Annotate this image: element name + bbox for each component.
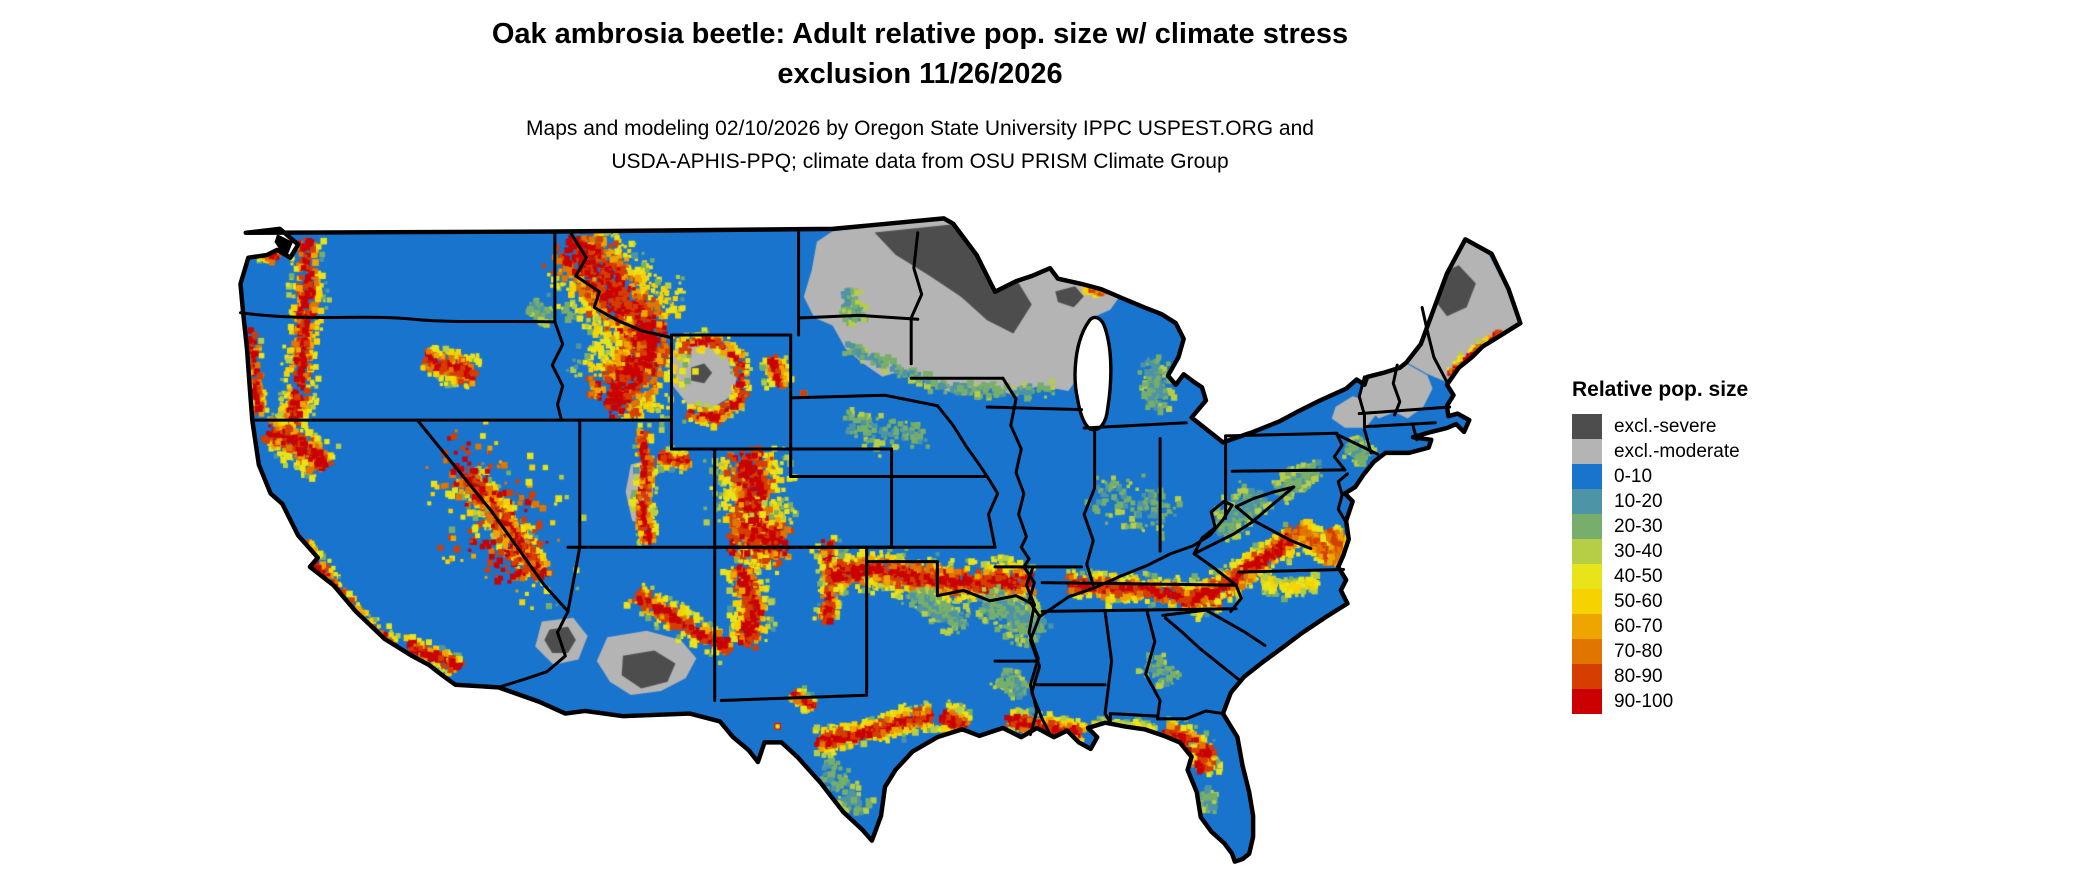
state-border <box>1040 581 1238 587</box>
legend-swatch <box>1572 464 1602 489</box>
legend-swatch <box>1572 514 1602 539</box>
legend-item-label: excl.-moderate <box>1614 440 1740 462</box>
state-border <box>1234 485 1296 509</box>
state-border <box>1082 430 1097 587</box>
legend-item: 40-50 <box>1572 564 1832 589</box>
state-border <box>1028 615 1052 737</box>
legend-swatch <box>1572 664 1602 689</box>
legend-item-label: 20-30 <box>1614 515 1663 537</box>
state-border <box>1391 363 1402 417</box>
state-border <box>1234 505 1313 551</box>
state-border <box>1230 468 1347 473</box>
state-border <box>1038 503 1234 619</box>
legend-swatch <box>1572 489 1602 514</box>
state-border <box>935 588 1036 607</box>
state-border <box>1024 565 1036 607</box>
legend-item: 90-100 <box>1572 689 1832 714</box>
subtitle-line-1: Maps and modeling 02/10/2026 by Oregon S… <box>526 117 1314 140</box>
state-border <box>1108 712 1159 718</box>
legend-swatch <box>1572 414 1602 439</box>
legend-swatch <box>1572 639 1602 664</box>
legend-item: 80-90 <box>1572 664 1832 689</box>
us-outline <box>238 216 1523 864</box>
legend-item: 70-80 <box>1572 639 1832 664</box>
legend-item-label: 0-10 <box>1614 465 1653 487</box>
state-border <box>1192 552 1238 587</box>
legend-item: 20-30 <box>1572 514 1832 539</box>
puget-sound <box>274 234 293 256</box>
legend-title: Relative pop. size <box>1572 378 1749 401</box>
legend-item: 60-70 <box>1572 614 1832 639</box>
map-overlay <box>238 216 1523 864</box>
state-border <box>569 231 673 340</box>
legend-item-label: 10-20 <box>1614 490 1663 512</box>
state-border <box>1163 616 1241 682</box>
lake-michigan <box>1073 315 1113 432</box>
legend-item-label: 90-100 <box>1614 690 1674 712</box>
state-border <box>909 231 924 320</box>
state-border <box>1027 603 1040 737</box>
state-border <box>1357 405 1452 416</box>
legend-item-label: 80-90 <box>1614 665 1663 687</box>
legend-swatch <box>1572 439 1602 464</box>
state-border <box>1144 609 1162 721</box>
state-border <box>1336 493 1348 524</box>
state-border <box>935 404 989 478</box>
legend: Relative pop. size excl.-severe excl.-mod… <box>1572 378 1832 714</box>
legend-item: 0-10 <box>1572 464 1832 489</box>
legend-item: 30-40 <box>1572 539 1832 564</box>
state-border <box>985 405 1084 412</box>
state-border <box>719 693 869 702</box>
state-border <box>985 474 1000 549</box>
state-border <box>1103 609 1114 725</box>
legend-item-label: 60-70 <box>1614 615 1663 637</box>
legend-item-label: 70-80 <box>1614 640 1663 662</box>
state-border <box>1336 472 1349 497</box>
state-border <box>1229 583 1243 613</box>
legend-swatch <box>1572 689 1602 714</box>
state-border <box>1001 376 1028 549</box>
state-border <box>1082 421 1188 430</box>
state-border <box>550 320 565 422</box>
page-title: Oak ambrosia beetle: Adult relative pop.… <box>250 14 1590 94</box>
map-raster <box>230 150 1540 892</box>
legend-item: excl.-severe <box>1572 414 1832 439</box>
state-border <box>238 311 557 324</box>
legend-item: excl.-moderate <box>1572 439 1832 464</box>
state-border <box>1362 421 1437 429</box>
legend-swatch <box>1572 539 1602 564</box>
legend-item-label: 30-40 <box>1614 540 1663 562</box>
state-border <box>1019 545 1042 619</box>
state-border <box>566 545 582 613</box>
legend-swatch <box>1572 614 1602 639</box>
legend-item-label: excl.-severe <box>1614 415 1717 437</box>
legend-items: excl.-severe excl.-moderate 0-10 10-20 20-30… <box>1572 414 1832 714</box>
state-border <box>1237 567 1346 574</box>
state-border <box>1420 305 1449 384</box>
title-line-1: Oak ambrosia beetle: Adult relative pop.… <box>491 18 1349 50</box>
state-border <box>1332 433 1347 472</box>
state-border <box>1192 485 1296 556</box>
state-border <box>1155 709 1225 721</box>
legend-item-label: 40-50 <box>1614 565 1663 587</box>
legend-item: 50-60 <box>1572 589 1832 614</box>
legend-swatch <box>1572 589 1602 614</box>
state-border <box>1362 427 1373 455</box>
state-border <box>789 393 939 408</box>
us-map <box>230 150 1540 892</box>
legend-swatch <box>1572 564 1602 589</box>
state-border <box>1161 608 1267 647</box>
state-border <box>797 313 920 321</box>
state-border <box>415 418 570 689</box>
legend-item: 10-20 <box>1572 489 1832 514</box>
legend-item-label: 50-60 <box>1614 590 1663 612</box>
title-line-2: exclusion 11/26/2026 <box>777 58 1063 90</box>
